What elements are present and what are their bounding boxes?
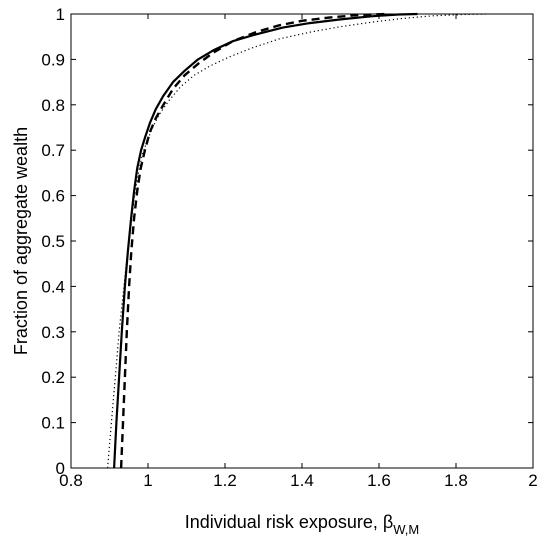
x-axis-label-text: Individual risk exposure, (185, 512, 383, 532)
axis-tick-labels: 0.8 1 1.2 1.4 1.6 1.8 2 0 0.1 0.2 0.3 0.4 0.5 0.6 0.7 0… (41, 5, 537, 490)
y-tick-label: 0.8 (41, 96, 65, 115)
y-tick-label: 0.9 (41, 50, 65, 69)
x-axis-label-subscript: W,M (393, 522, 419, 537)
y-tick-label: 0.6 (41, 187, 65, 206)
y-tick-label: 0.3 (41, 323, 65, 342)
x-tick-label: 0.8 (59, 471, 83, 490)
x-tick-label: 1.2 (213, 471, 237, 490)
series-line-dotted (107, 13, 487, 469)
y-axis-label: Fraction of aggregate wealth (11, 127, 31, 355)
x-axis-label-symbol: β (383, 512, 393, 532)
x-tick-label: 2 (528, 471, 537, 490)
x-axis-label: Individual risk exposure, βW,M (185, 512, 419, 537)
y-tick-label: 0.2 (41, 368, 65, 387)
y-tick-label: 0.7 (41, 141, 65, 160)
x-tick-label: 1.6 (367, 471, 391, 490)
x-tick-label: 1 (143, 471, 152, 490)
series-line-dashed (119, 12, 387, 469)
y-tick-label: 0.4 (41, 277, 65, 296)
x-tick-label: 1.8 (444, 471, 468, 490)
y-tick-label: 0.1 (41, 414, 65, 433)
y-tick-label: 0.5 (41, 232, 65, 251)
x-tick-label: 1.4 (290, 471, 314, 490)
y-tick-label: 1 (56, 5, 65, 24)
axis-ticks (70, 13, 534, 469)
y-tick-label: 0 (56, 459, 65, 478)
series-lines (107, 12, 487, 469)
plot-frame (70, 13, 534, 469)
series-line-solid (113, 12, 418, 469)
